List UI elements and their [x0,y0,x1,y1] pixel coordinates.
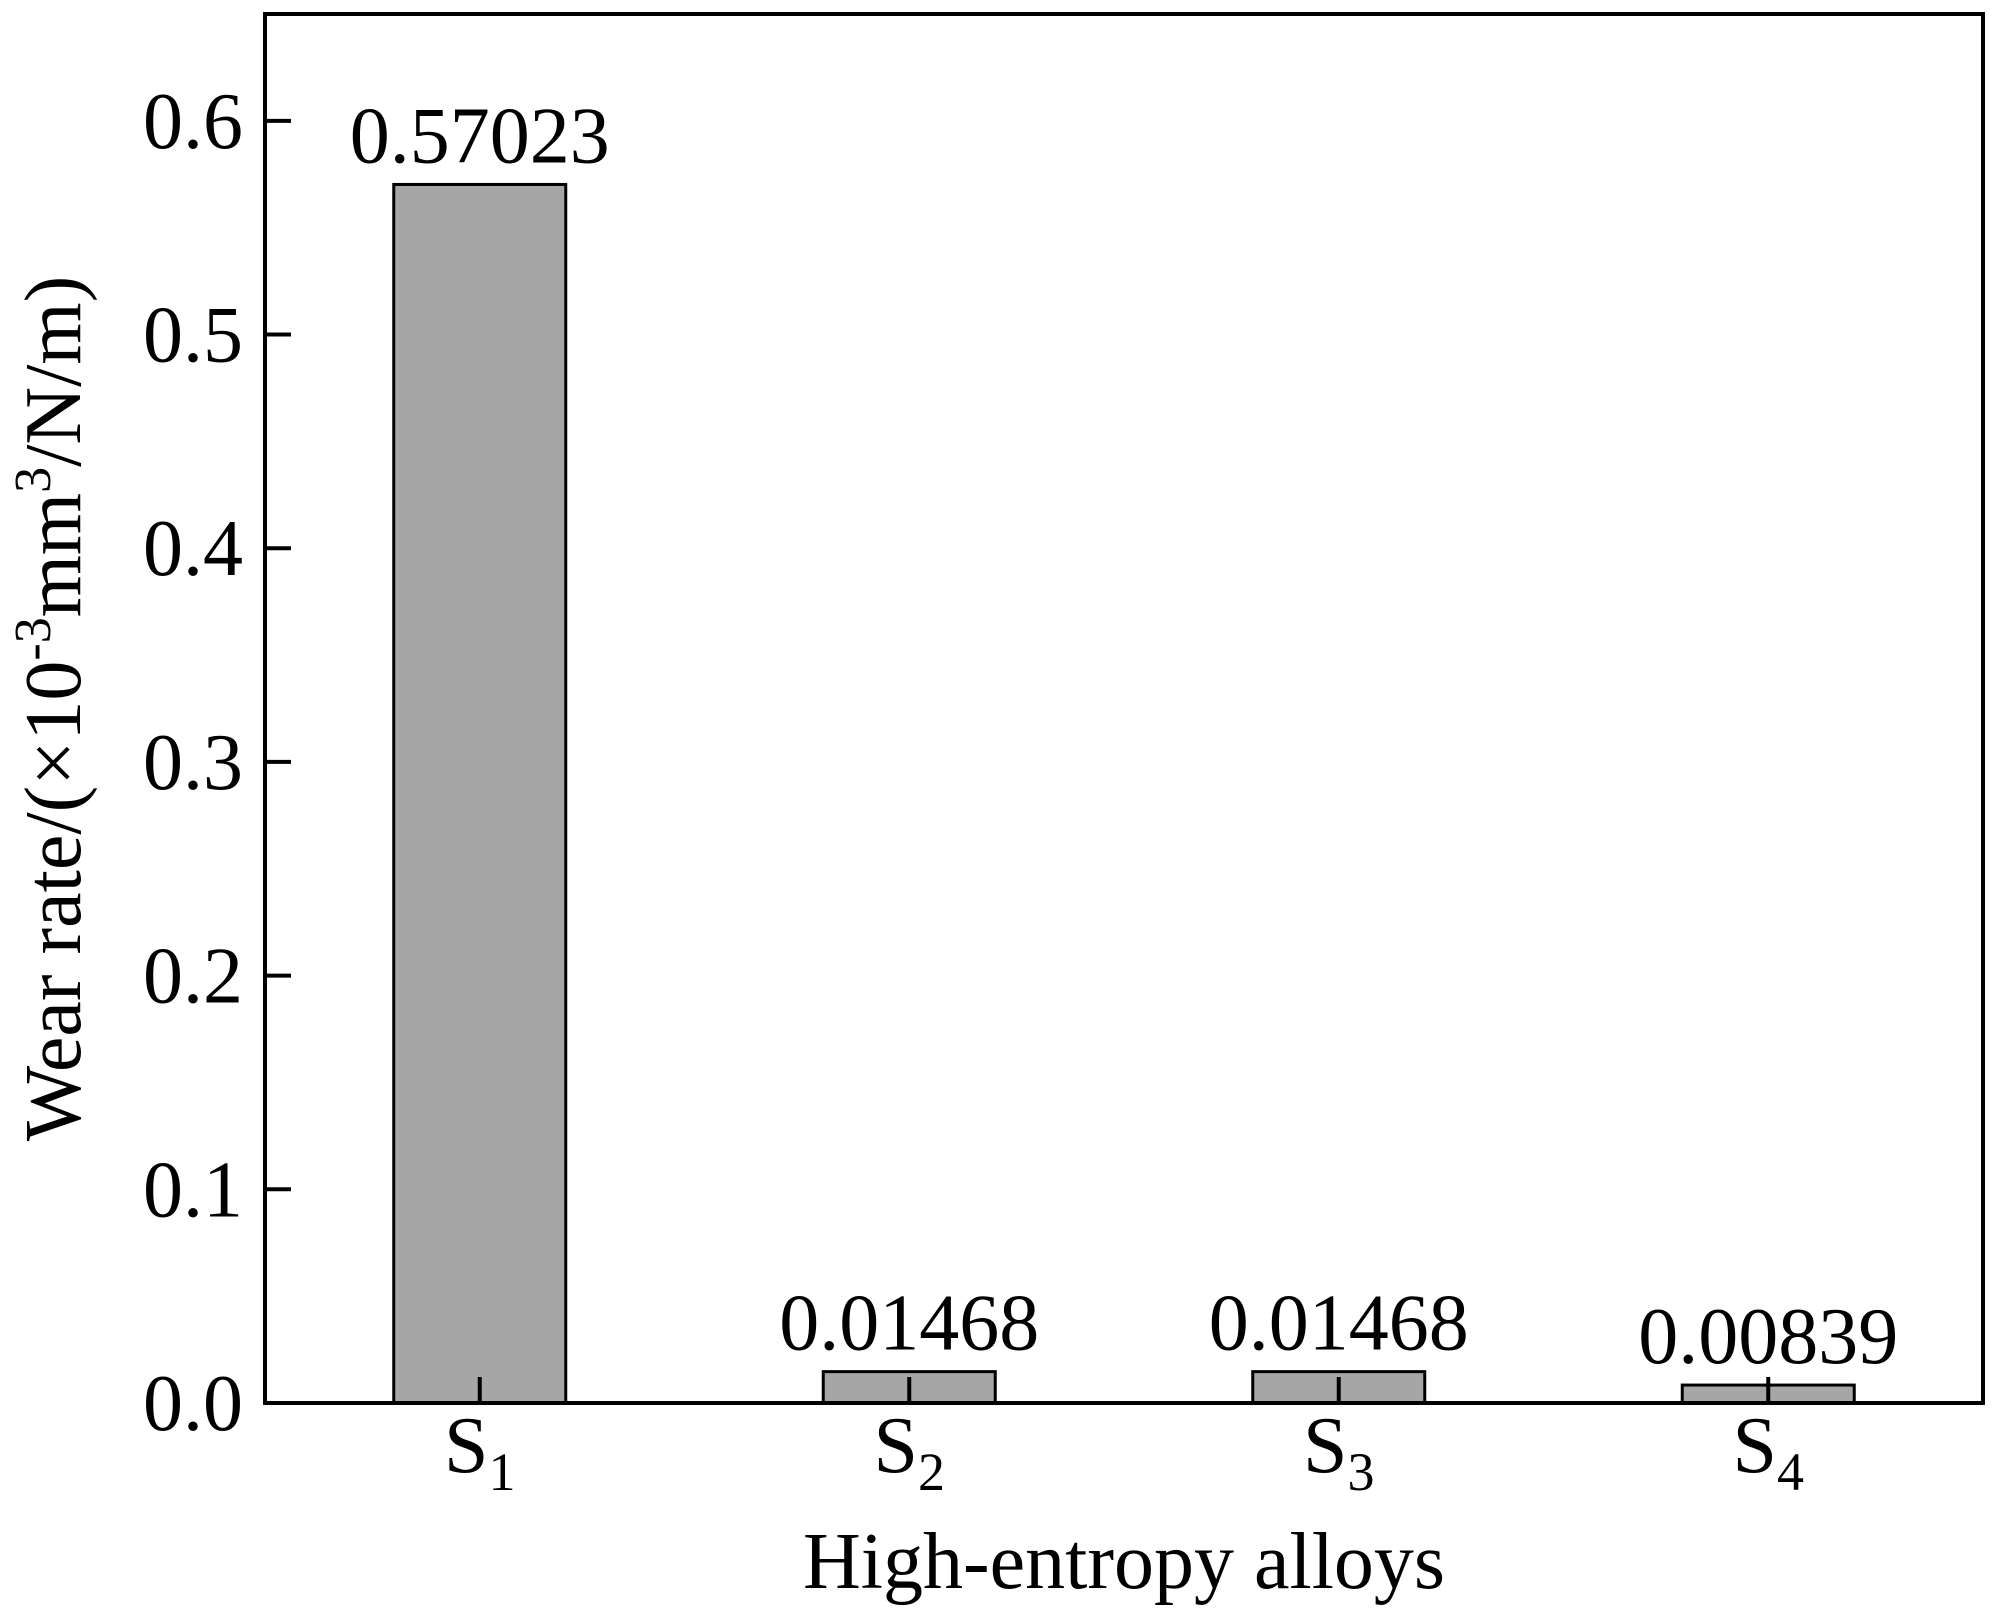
y-axis-title: Wear rate/(×10-3mm3/N/m) [5,276,98,1142]
y-tick-label-1: 0.1 [143,1146,243,1234]
x-tick-label-1: S1 [444,1402,516,1502]
y-axis-title-part2: mm [10,493,98,617]
y-tick-label-5: 0.5 [143,292,243,380]
y-axis-title-sup2: 3 [5,467,62,493]
y-tick-label-6: 0.6 [143,78,243,166]
x-axis-title: High-entropy alloys [803,1518,1445,1606]
data-label-2: 0.01468 [779,1280,1039,1368]
plot-frame [263,12,1985,1405]
x-tick-label-3: S3 [1303,1402,1375,1502]
y-axis-title-part3: /N/m) [10,276,98,467]
data-label-4: 0.00839 [1638,1293,1898,1381]
data-label-1: 0.57023 [350,92,610,180]
x-tick-label-4: S4 [1733,1402,1805,1502]
y-ticks-layer: 0.0 0.1 0.2 0.3 0.4 0.5 0.6 [143,78,291,1448]
y-tick-label-2: 0.2 [143,933,243,1021]
y-tick-label-0: 0.0 [143,1360,243,1448]
y-tick-label-4: 0.4 [143,505,243,593]
data-label-3: 0.01468 [1209,1280,1469,1368]
y-axis-title-sup1: -3 [5,617,62,660]
x-tick-label-2: S2 [874,1402,946,1502]
x-ticks-layer: S1 S2 S3 S4 [444,1377,1804,1502]
bar-1 [392,182,568,1405]
y-tick-label-3: 0.3 [143,719,243,807]
y-axis-title-part1: Wear rate/(×10 [10,661,98,1142]
bars-layer: 0.57023 0.01468 0.01468 0.00839 [350,92,1898,1405]
